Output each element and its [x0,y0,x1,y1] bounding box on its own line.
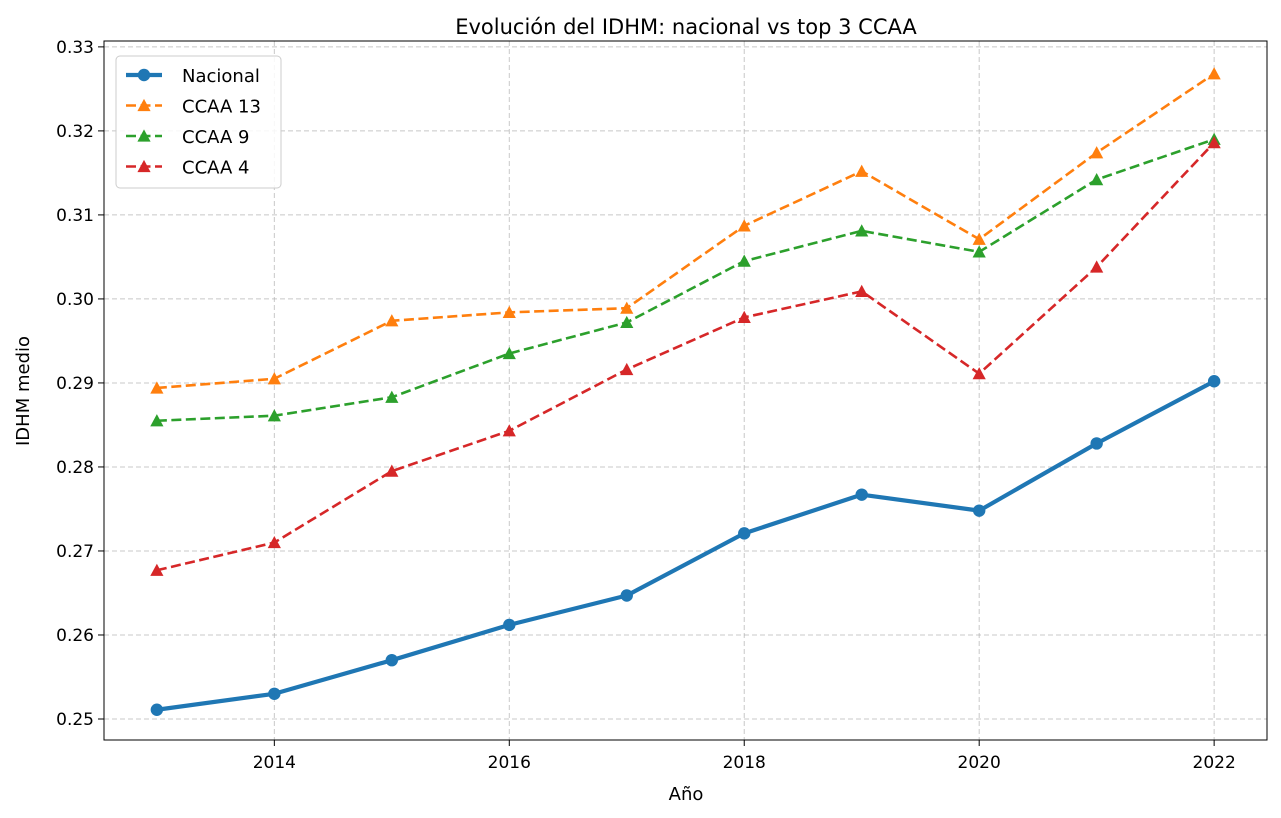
legend-marker-swatch [137,68,151,82]
x-tick-label: 2018 [723,753,766,773]
chart-title: Evolución del IDHM: nacional vs top 3 CC… [455,15,917,39]
data-point [855,164,869,177]
data-point [738,527,751,540]
legend-marker-swatch [137,98,151,112]
x-tick-label: 2020 [958,753,1001,773]
data-point [267,535,281,549]
data-point [855,284,869,297]
data-point [972,232,986,245]
data-point [855,224,869,237]
x-tick-label: 2014 [253,753,296,773]
data-point [972,504,986,517]
data-point [855,488,868,501]
data-point [972,367,986,380]
plot-area-frame [103,40,1268,741]
data-point [1090,173,1104,186]
x-axis-label: Año [669,784,704,805]
data-point [620,362,634,376]
data-point [267,409,281,422]
y-tick-label: 0.32 [56,122,94,142]
data-point [1207,67,1221,80]
data-point [385,314,399,327]
legend-label: Nacional [182,66,260,87]
data-point [737,254,751,267]
data-point [150,381,164,394]
series-line [156,138,1215,423]
data-point [385,464,399,477]
axis-ticks: 2014 2016 2018 2020 2022 0.25 0.26 0.27 0.28 0.29… [56,38,1236,773]
data-point [503,618,516,632]
legend-item: CCAA 13 [126,97,261,118]
data-point [267,372,281,385]
y-axis-label: IDHM medio [13,336,34,446]
data-point [737,219,751,232]
series-nacional [150,375,1221,716]
data-point [972,245,986,258]
y-tick-label: 0.31 [56,206,94,226]
legend-label: CCAA 13 [182,97,261,118]
series-line [156,379,1216,712]
series-ccaa-9 [150,132,1221,427]
series-line [156,72,1215,390]
series-ccaa-13 [150,67,1221,394]
x-tick-label: 2022 [1193,753,1236,773]
data-point [1090,146,1104,159]
legend-item: CCAA 9 [126,127,249,148]
legend: Nacional CCAA 13 CCAA 9 CCAA 4 [115,55,282,189]
data-point [385,653,399,667]
data-point [620,301,634,314]
legend-item: Nacional [126,66,260,87]
y-tick-label: 0.29 [56,374,94,394]
y-tick-label: 0.27 [56,542,94,562]
data-point [502,305,516,318]
legend-label: CCAA 4 [182,158,249,179]
data-point [737,310,751,324]
data-point [1090,437,1103,450]
data-point [502,346,516,360]
y-tick-label: 0.25 [56,710,94,730]
y-tick-label: 0.30 [56,290,94,310]
data-point [620,315,634,329]
grid [104,41,1267,740]
legend-box [115,55,282,189]
data-point [150,703,164,716]
data-point [1207,136,1221,149]
data-point [150,563,164,576]
legend-label: CCAA 9 [182,127,249,148]
series-layer [150,67,1221,716]
y-tick-label: 0.28 [56,458,94,478]
legend-item: CCAA 4 [126,158,249,179]
data-point [1090,260,1104,273]
data-point [150,414,164,427]
legend-marker-swatch [137,159,151,173]
data-point [1207,375,1221,388]
series-ccaa-4 [150,136,1221,576]
data-point [385,390,399,403]
data-point [268,687,281,700]
y-tick-label: 0.26 [56,626,94,646]
data-point [502,424,516,437]
series-line [156,141,1216,572]
y-tick-label: 0.33 [56,38,94,58]
data-point [620,589,633,602]
legend-marker-swatch [137,129,151,142]
x-tick-label: 2016 [488,753,531,773]
